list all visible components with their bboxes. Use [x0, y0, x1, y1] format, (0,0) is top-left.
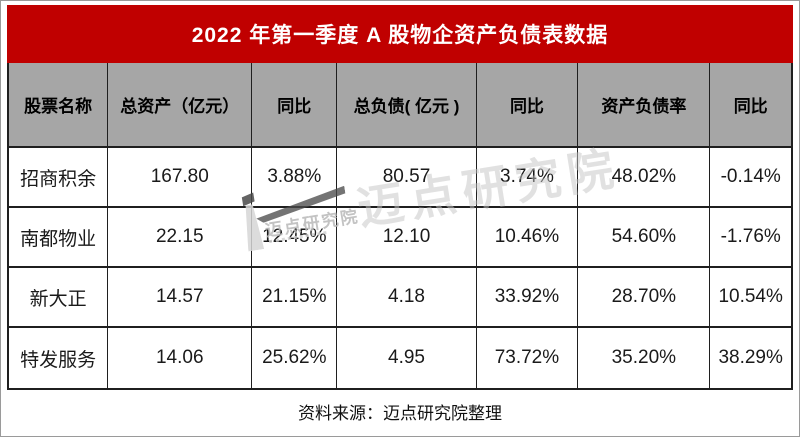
cell-assets-yoy: 3.88% [252, 148, 338, 206]
cell-total-liabilities: 4.95 [337, 328, 477, 388]
table-header-row: 股票名称 总资产（亿元） 同比 总负债( 亿元 ) 同比 资产负债率 同比 [9, 63, 791, 148]
cell-total-liabilities: 4.18 [337, 268, 477, 326]
cell-debt-ratio: 54.60% [578, 208, 711, 266]
table-row: 招商积余 167.80 3.88% 80.57 3.74% 48.02% -0.… [9, 148, 791, 208]
title-banner: 2022 年第一季度 A 股物企资产负债表数据 [7, 5, 793, 63]
table-row: 南都物业 22.15 12.45% 12.10 10.46% 54.60% -1… [9, 208, 791, 268]
cell-assets-yoy: 12.45% [252, 208, 338, 266]
table-row: 新大正 14.57 21.15% 4.18 33.92% 28.70% 10.5… [9, 268, 791, 328]
cell-liabilities-yoy: 33.92% [477, 268, 579, 326]
column-header-stock-name: 股票名称 [9, 63, 109, 146]
cell-assets-yoy: 21.15% [252, 268, 338, 326]
cell-debt-ratio: 28.70% [578, 268, 711, 326]
cell-total-liabilities: 12.10 [337, 208, 477, 266]
cell-assets-yoy: 25.62% [252, 328, 338, 388]
cell-total-assets: 14.57 [108, 268, 253, 326]
column-header-total-assets: 总资产（亿元） [108, 63, 253, 146]
cell-debt-ratio-yoy: -1.76% [720, 226, 781, 247]
cell-debt-ratio-yoy: 38.29% [718, 347, 783, 368]
column-header-liabilities-yoy: 同比 [477, 63, 579, 146]
source-note: 资料来源：迈点研究院整理 [298, 404, 502, 423]
column-header-total-liabilities: 总负债( 亿元 ) [337, 63, 477, 146]
cell-stock-name: 新大正 [9, 268, 109, 326]
column-header-debt-ratio: 资产负债率 [578, 63, 711, 146]
cell-debt-ratio: 35.20% [578, 328, 711, 388]
cell-debt-ratio-yoy: 10.54% [718, 286, 783, 307]
cell-debt-ratio-yoy: -0.14% [720, 166, 781, 187]
cell-debt-ratio: 48.02% [578, 148, 711, 206]
cell-liabilities-yoy: 73.72% [477, 328, 579, 388]
table-row: 特发服务 14.06 25.62% 4.95 73.72% 35.20% 38.… [9, 328, 791, 388]
cell-liabilities-yoy: 10.46% [477, 208, 579, 266]
cell-total-liabilities: 80.57 [337, 148, 477, 206]
cell-total-assets: 14.06 [108, 328, 253, 388]
cell-total-assets: 167.80 [108, 148, 253, 206]
balance-sheet-table: 股票名称 总资产（亿元） 同比 总负债( 亿元 ) 同比 资产负债率 同比 招商… [7, 63, 793, 390]
cell-stock-name: 招商积余 [9, 148, 109, 206]
column-header-assets-yoy: 同比 [252, 63, 338, 146]
cell-stock-name: 南都物业 [9, 208, 109, 266]
column-header-debt-ratio-yoy: 同比 [733, 97, 768, 116]
cell-stock-name: 特发服务 [9, 328, 109, 388]
page-title: 2022 年第一季度 A 股物企资产负债表数据 [191, 24, 609, 47]
cell-total-assets: 22.15 [108, 208, 253, 266]
cell-liabilities-yoy: 3.74% [477, 148, 579, 206]
